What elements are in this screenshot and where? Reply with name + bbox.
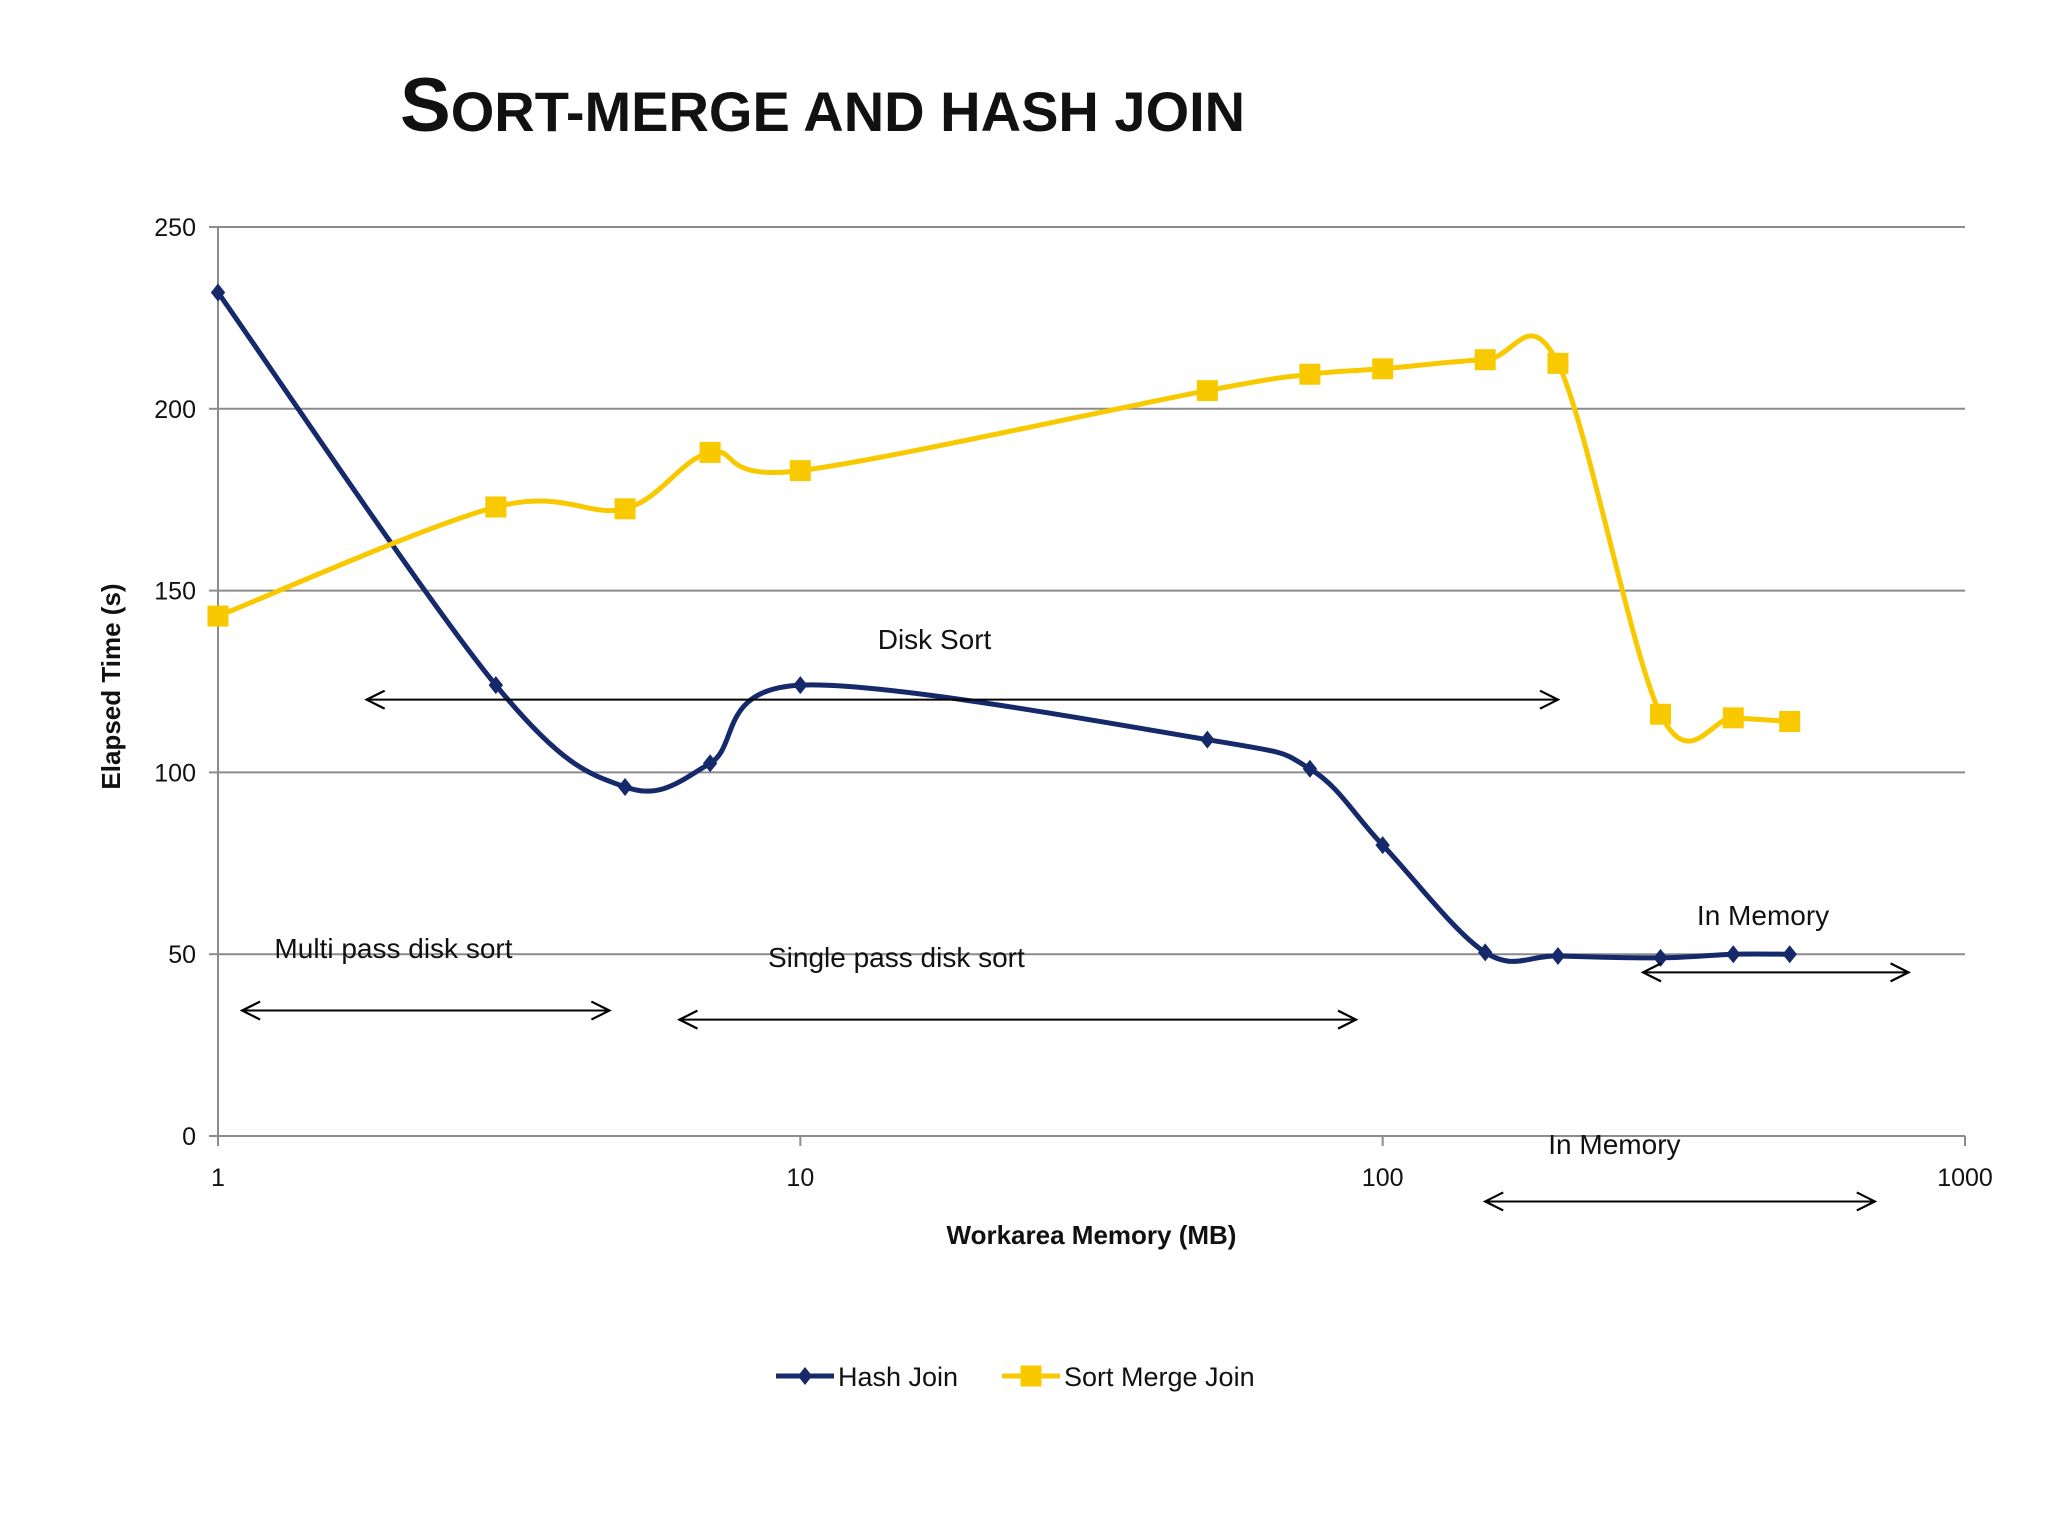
- data-point: [1478, 943, 1493, 962]
- data-point: [207, 605, 229, 627]
- annotation-label-multi-pass: Multi pass disk sort: [274, 933, 512, 964]
- data-point: [1547, 352, 1569, 374]
- legend-label: Sort Merge Join: [1064, 1362, 1255, 1392]
- data-point: [1299, 363, 1321, 385]
- legend-marker: [797, 1367, 813, 1385]
- annotation-label-in-memory-right: In Memory: [1697, 900, 1829, 931]
- data-point: [1653, 948, 1668, 967]
- data-point: [1779, 710, 1801, 732]
- data-point: [1650, 703, 1672, 725]
- data-point: [702, 754, 718, 773]
- data-point: [1200, 730, 1215, 749]
- legend-item-hash-join: Hash Join: [776, 1362, 958, 1392]
- axis-layer: 0 50 100 150 200 250 1 10 100 1000 Workarea Memory…: [96, 214, 1993, 1250]
- x-tick-label: 1000: [1937, 1164, 1993, 1192]
- grid-layer: [218, 226, 1965, 956]
- x-tick-label: 10: [786, 1164, 814, 1192]
- y-tick-label: 50: [168, 941, 196, 969]
- legend-layer: Hash Join Sort Merge Join: [776, 1362, 1255, 1392]
- x-tick-label: 1: [211, 1164, 225, 1192]
- data-point: [699, 441, 721, 463]
- annotation-label-disk-sort: Disk Sort: [878, 624, 992, 655]
- y-axis-title: Elapsed Time (s): [96, 583, 126, 789]
- slide-title-rest: ORT-MERGE AND HASH JOIN: [450, 80, 1246, 143]
- data-point: [1196, 380, 1218, 402]
- y-tick-label: 100: [154, 759, 196, 787]
- y-tick-label: 0: [182, 1123, 196, 1151]
- series-layer: [207, 283, 1801, 967]
- data-point: [614, 498, 636, 520]
- data-point: [488, 676, 504, 695]
- data-point: [1722, 707, 1744, 729]
- data-point: [789, 460, 811, 482]
- slide-title: SORT-MERGE AND HASH JOIN: [400, 62, 1245, 149]
- series-line: [215, 289, 1793, 964]
- y-tick-label: 200: [154, 396, 196, 424]
- data-point: [1474, 349, 1496, 371]
- x-tick-label: 100: [1362, 1164, 1404, 1192]
- data-point: [485, 496, 507, 518]
- x-axis-title: Workarea Memory (MB): [947, 1220, 1237, 1250]
- annotation-label-single-pass: Single pass disk sort: [768, 942, 1025, 973]
- data-point: [793, 676, 808, 695]
- annotation-label-in-memory-below: In Memory: [1548, 1129, 1680, 1160]
- legend-item-sort-merge-join: Sort Merge Join: [1002, 1362, 1255, 1392]
- data-point: [1726, 945, 1741, 964]
- data-point: [1550, 947, 1566, 966]
- data-point: [210, 283, 226, 302]
- y-tick-label: 150: [154, 578, 196, 606]
- data-point: [1372, 358, 1394, 380]
- series-hash-join: [210, 283, 1797, 967]
- y-tick-label: 250: [154, 214, 196, 242]
- series-line: [215, 333, 1793, 744]
- legend-label: Hash Join: [838, 1362, 958, 1392]
- slide-title-initial: S: [400, 63, 451, 148]
- data-point: [1302, 759, 1318, 778]
- series-sort-merge-join: [207, 333, 1801, 744]
- legend-marker: [1020, 1365, 1042, 1387]
- data-point: [617, 777, 633, 796]
- data-point: [1782, 945, 1797, 964]
- data-point: [1375, 836, 1390, 855]
- annotation-layer: Disk Sort Multi pass disk sort Single pass…: [239, 624, 1912, 1212]
